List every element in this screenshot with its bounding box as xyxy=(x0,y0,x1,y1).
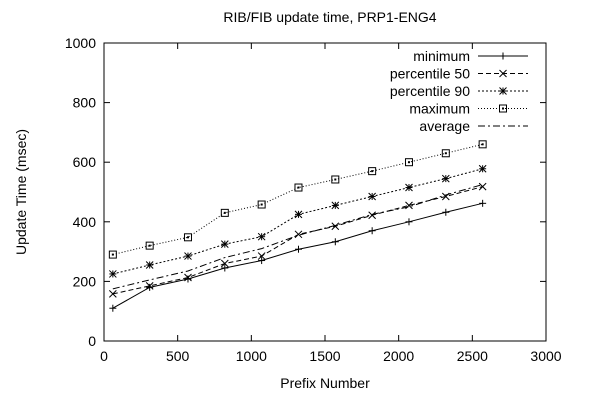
square-marker xyxy=(294,183,303,192)
square-marker xyxy=(145,241,154,250)
y-tick-label: 400 xyxy=(73,214,97,230)
legend-label: minimum xyxy=(413,48,470,64)
x-marker xyxy=(220,259,229,268)
x-marker xyxy=(184,273,192,282)
series-line xyxy=(112,202,483,309)
square-marker xyxy=(183,233,192,242)
axes: 0 500 1000 1500 2000 2500 3000 0 200 400 600 800 100… xyxy=(65,35,562,364)
series-average xyxy=(112,184,483,290)
x-marker xyxy=(499,69,507,78)
square-marker xyxy=(220,208,229,217)
y-tick-label: 200 xyxy=(73,273,97,289)
x-tick-label: 2000 xyxy=(383,348,414,364)
square-marker xyxy=(257,200,266,209)
star-marker xyxy=(368,192,377,201)
star-marker xyxy=(499,87,507,95)
star-marker xyxy=(478,164,487,173)
series-line xyxy=(112,186,483,295)
x-marker xyxy=(331,222,340,231)
legend-item: minimum xyxy=(413,48,528,64)
square-marker-dot xyxy=(444,152,447,155)
legend-item: maximum xyxy=(409,101,528,117)
square-marker xyxy=(478,140,487,149)
x-tick-label: 2500 xyxy=(457,348,488,364)
y-tick-label: 600 xyxy=(73,154,97,170)
square-marker xyxy=(404,158,413,167)
x-marker xyxy=(108,290,117,298)
square-marker xyxy=(368,167,377,176)
legend-item: percentile 50 xyxy=(390,66,528,82)
square-marker-dot xyxy=(297,186,300,189)
square-marker xyxy=(441,149,450,158)
y-tick-label: 1000 xyxy=(65,35,96,51)
series-line xyxy=(112,143,483,256)
y-tick-label: 0 xyxy=(88,333,96,349)
x-marker xyxy=(478,182,487,191)
x-tick-label: 1000 xyxy=(236,348,267,364)
y-axis-label: Update Time (msec) xyxy=(13,129,29,255)
legend-label: average xyxy=(419,118,470,134)
star-marker xyxy=(405,183,413,192)
plot-area-frame xyxy=(103,42,547,342)
star-marker xyxy=(257,232,266,241)
legend-label: percentile 90 xyxy=(390,83,470,99)
square-marker-dot xyxy=(502,107,504,110)
series-percentile-50 xyxy=(108,182,487,298)
x-marker xyxy=(368,211,377,220)
square-marker-dot xyxy=(111,253,114,256)
x-marker xyxy=(257,252,266,260)
x-tick-label: 500 xyxy=(166,348,190,364)
star-marker xyxy=(441,174,450,183)
square-marker-dot xyxy=(260,203,263,206)
x-marker xyxy=(145,282,154,290)
star-marker xyxy=(184,252,192,260)
series-percentile-90 xyxy=(108,164,487,278)
square-marker-dot xyxy=(186,236,189,239)
star-marker xyxy=(145,261,154,269)
square-marker xyxy=(108,250,117,259)
x-tick-label: 3000 xyxy=(530,348,561,364)
x-tick-label: 1500 xyxy=(309,348,340,364)
series-minimum xyxy=(109,199,487,312)
star-marker xyxy=(294,210,303,219)
y-tick-label: 800 xyxy=(73,95,97,111)
legend-label: maximum xyxy=(409,101,470,117)
series-layer xyxy=(108,140,487,312)
square-marker-dot xyxy=(481,143,484,146)
star-marker xyxy=(220,240,229,249)
x-axis-label: Prefix Number xyxy=(280,375,370,391)
x-marker xyxy=(294,230,303,239)
square-marker-dot xyxy=(148,244,151,247)
series-line xyxy=(112,184,483,290)
star-marker xyxy=(331,201,340,210)
square-marker-dot xyxy=(407,161,410,164)
legend-item: average xyxy=(419,118,528,134)
star-marker xyxy=(108,270,117,278)
x-tick-label: 0 xyxy=(100,348,108,364)
series-line xyxy=(112,168,483,275)
chart-title: RIB/FIB update time, PRP1-ENG4 xyxy=(223,9,436,25)
legend-label: percentile 50 xyxy=(390,66,470,82)
square-marker xyxy=(499,104,507,113)
legend-item: percentile 90 xyxy=(390,83,528,99)
square-marker-dot xyxy=(334,178,337,181)
series-maximum xyxy=(108,140,487,259)
square-marker-dot xyxy=(223,211,226,214)
square-marker-dot xyxy=(371,170,374,173)
square-marker xyxy=(331,175,340,184)
